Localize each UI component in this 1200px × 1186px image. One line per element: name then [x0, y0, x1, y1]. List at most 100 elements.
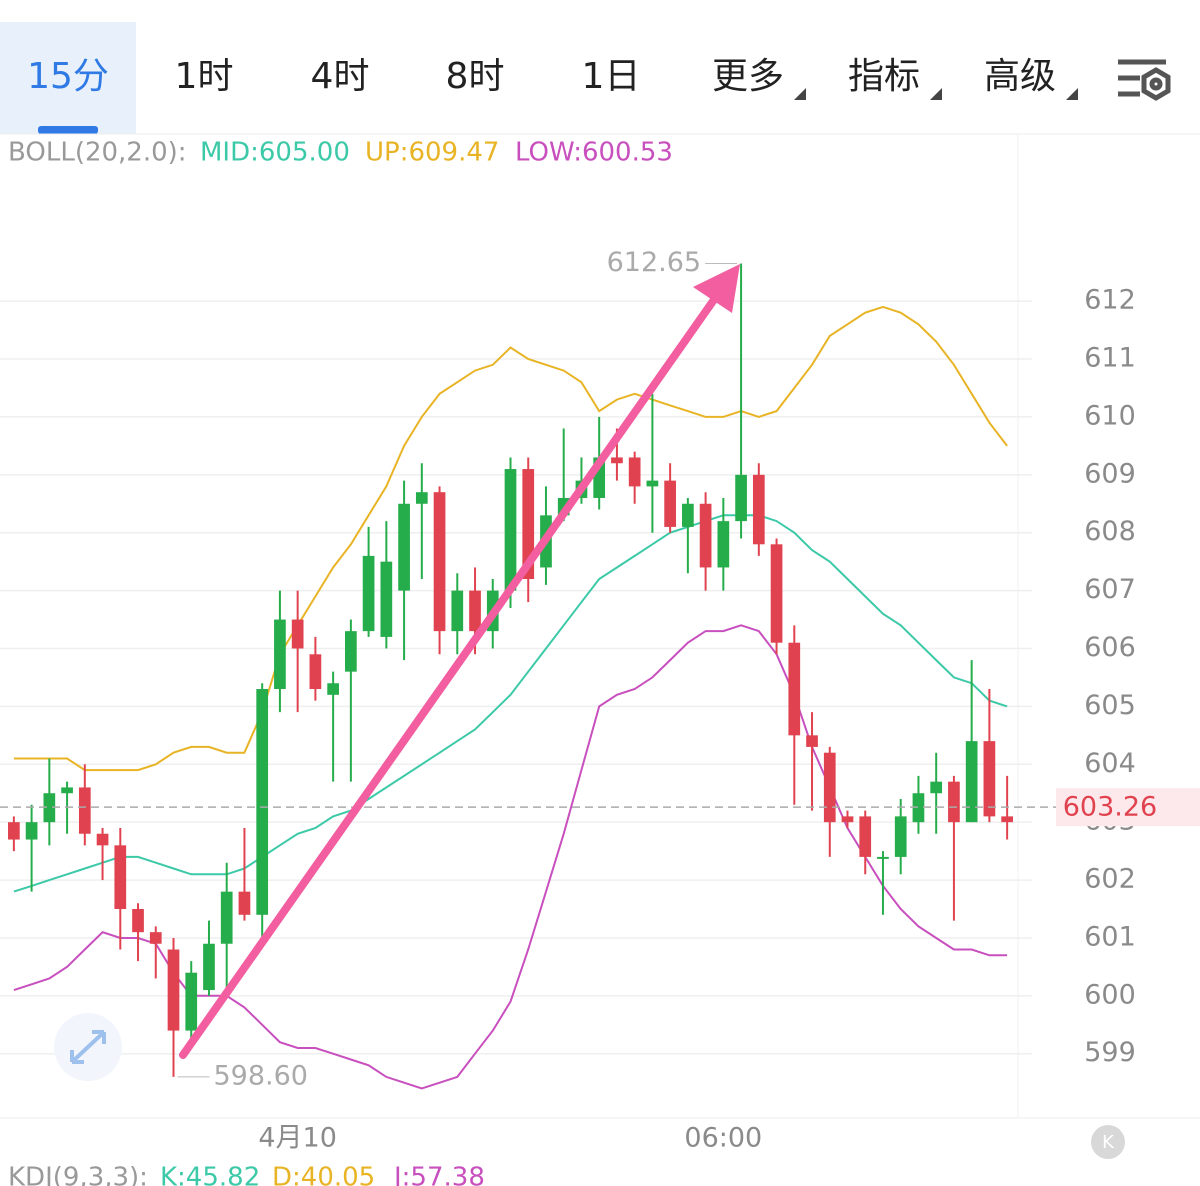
candle-body — [309, 654, 322, 690]
low-label: 598.60 — [214, 1060, 308, 1091]
candle-body — [203, 943, 215, 991]
dropdown-marks — [794, 88, 1078, 100]
candle-body — [965, 741, 978, 823]
y-tick-label: 608 — [1084, 516, 1136, 547]
footer-name: KDJ(9,3,3): — [8, 1163, 148, 1186]
candle-body — [646, 480, 659, 487]
candle-body — [132, 909, 144, 933]
indicator-mid: MID:605.00 — [200, 138, 350, 168]
candle-body — [664, 480, 676, 527]
boll-line — [13, 305, 1008, 772]
candle-body — [735, 474, 747, 522]
tab[interactable]: 更多 — [712, 56, 784, 97]
y-tick-label: 609 — [1084, 458, 1136, 489]
y-tick-label: 612 — [1084, 285, 1136, 316]
trend-arrow — [179, 290, 722, 1059]
candle-body — [291, 619, 304, 649]
candle-body — [983, 741, 996, 817]
settings-icon[interactable] — [1118, 59, 1171, 101]
candle-body — [628, 457, 641, 487]
boll-line — [13, 624, 1008, 1090]
boll-line — [13, 514, 1008, 893]
y-tick-label: 604 — [1084, 748, 1136, 779]
y-tick-label: 600 — [1084, 979, 1136, 1010]
candle-body — [841, 816, 854, 823]
x-tick-label: 4月10 — [258, 1123, 337, 1154]
indicator-name: BOLL(20,2.0): — [8, 138, 187, 168]
candle-body — [238, 891, 251, 915]
tab[interactable]: 8时 — [446, 56, 505, 97]
candle-body — [8, 822, 20, 840]
candle-body — [167, 949, 180, 1031]
candle-body — [877, 856, 889, 859]
candle-body — [469, 590, 481, 632]
candle-body — [859, 816, 872, 857]
candle-body — [699, 503, 712, 568]
tab[interactable]: 高级 — [984, 56, 1056, 97]
indicator-low: LOW:600.53 — [515, 138, 673, 168]
y-tick-label: 606 — [1084, 632, 1136, 663]
tab[interactable]: 15分 — [27, 56, 109, 97]
tab[interactable]: 4时 — [311, 56, 370, 97]
candle-body — [256, 689, 269, 915]
x-tick-label: 06:00 — [684, 1123, 762, 1154]
candle-body — [788, 642, 801, 736]
candle-body — [327, 683, 339, 695]
active-tab-indicator — [38, 126, 98, 134]
candle-body — [274, 619, 286, 690]
candle-body — [823, 752, 836, 823]
tab[interactable]: 指标 — [848, 56, 920, 97]
y-tick-label: 601 — [1084, 921, 1136, 952]
candle-body — [770, 544, 783, 643]
candle-body — [25, 822, 38, 840]
candle-body — [185, 972, 198, 1031]
last-price-bg — [1056, 788, 1200, 827]
y-tick-label: 611 — [1084, 343, 1136, 374]
candle-body — [522, 469, 535, 580]
footer-k: K:45.82 — [160, 1163, 260, 1186]
last-price-label: 603.26 — [1063, 792, 1157, 823]
trend-arrowhead — [693, 264, 740, 313]
y-tick-label: 610 — [1084, 400, 1136, 431]
candle-body — [398, 503, 410, 591]
candle-body — [96, 833, 109, 846]
active-tab-bg[interactable] — [0, 22, 136, 134]
footer-d: D:40.05 — [272, 1163, 375, 1186]
candle-body — [682, 503, 694, 527]
y-tick-label: 599 — [1084, 1037, 1136, 1068]
candle-body — [504, 469, 517, 591]
kline-icon: K — [1102, 1132, 1115, 1153]
candle-body — [78, 787, 91, 834]
candle-body — [433, 492, 446, 632]
kline-button[interactable] — [1091, 1125, 1125, 1159]
candle-body — [220, 891, 233, 944]
candle-body — [61, 787, 73, 794]
high-label: 612.65 — [607, 247, 701, 278]
candle-body — [451, 590, 464, 632]
candle-body — [415, 492, 428, 504]
candle-body — [114, 845, 127, 910]
tab[interactable]: 1时 — [175, 56, 234, 97]
y-tick-label: 602 — [1084, 864, 1136, 895]
y-tick-label: 607 — [1084, 574, 1136, 605]
y-tick-label: 605 — [1084, 690, 1136, 721]
candle-body — [345, 631, 357, 672]
candle-body — [1001, 816, 1013, 823]
tab[interactable]: 1日 — [582, 56, 641, 97]
candle-body — [362, 555, 375, 632]
candle-body — [894, 816, 907, 857]
candle-body — [752, 474, 765, 545]
indicator-up: UP:609.47 — [365, 138, 499, 168]
candle-body — [380, 561, 393, 637]
expand-icon — [70, 1030, 106, 1064]
plot: 5996006016026036046056066076086096106116… — [0, 247, 1200, 1154]
candle-body — [806, 735, 818, 747]
candle-body — [611, 457, 623, 464]
candle-body — [717, 521, 730, 568]
candle-body — [43, 793, 56, 823]
candle-body — [912, 793, 925, 823]
candle-body — [149, 932, 162, 944]
footer-j: J:57.38 — [392, 1163, 485, 1186]
candle-body — [593, 457, 606, 498]
